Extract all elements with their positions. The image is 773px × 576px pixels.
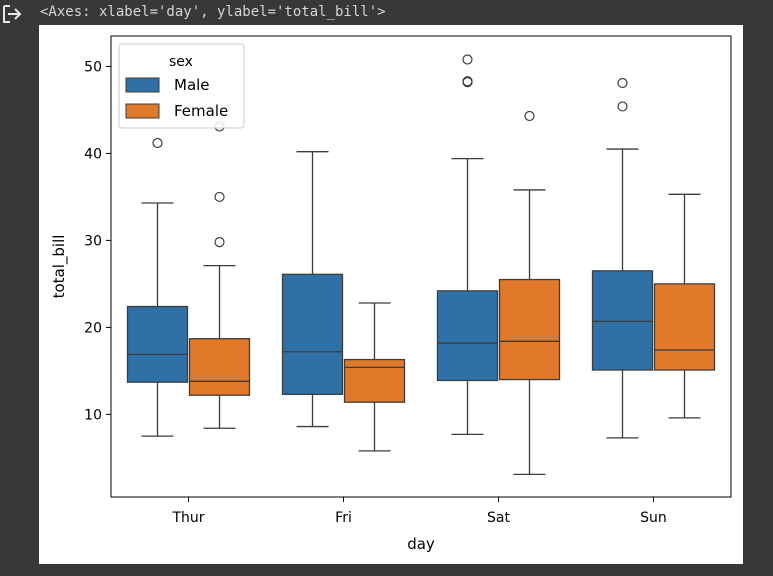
y-tick-label: 20 xyxy=(84,320,102,336)
plot-area xyxy=(126,54,716,476)
box-iqr xyxy=(126,305,189,383)
outlier-point xyxy=(214,191,225,203)
box-female-fri xyxy=(343,302,406,452)
box-iqr xyxy=(436,290,499,382)
box-female-thur xyxy=(188,121,251,429)
box-iqr xyxy=(188,338,251,396)
x-axis-label: day xyxy=(407,535,435,553)
outlier-point xyxy=(152,137,163,149)
y-tick-label: 40 xyxy=(84,146,102,162)
outlier-point xyxy=(462,54,473,65)
box-iqr xyxy=(498,278,561,381)
outlier-point xyxy=(214,237,225,248)
x-tick-label: Sat xyxy=(487,510,510,526)
boxplot-chart: 10 20 30 40 50 Thur Fri Sat Sun day total_bill sex M… xyxy=(50,35,732,553)
legend-swatch-male xyxy=(125,77,160,93)
legend-label-female: Female xyxy=(174,102,228,120)
legend-title: sex xyxy=(169,54,193,70)
legend: sex Male Female xyxy=(118,43,245,129)
box-male-sun xyxy=(591,77,654,439)
box-iqr xyxy=(281,273,344,396)
y-tick-label: 30 xyxy=(84,233,102,249)
axes-repr-text: <Axes: xlabel='day', ylabel='total_bill'… xyxy=(40,4,386,20)
x-tick-label: Sun xyxy=(640,510,667,526)
y-tick-label: 50 xyxy=(84,59,102,75)
box-female-sun xyxy=(653,193,716,419)
x-tick-label: Fri xyxy=(335,510,352,526)
x-tick-label: Thur xyxy=(171,510,204,526)
box-male-sat xyxy=(436,54,499,436)
outlier-point xyxy=(617,101,628,112)
output-arrow-icon[interactable] xyxy=(0,2,24,26)
outlier-point xyxy=(462,76,473,87)
y-tick-label: 10 xyxy=(84,407,102,423)
outlier-point xyxy=(617,77,628,89)
box-iqr xyxy=(653,283,716,371)
box-male-fri xyxy=(281,151,344,428)
legend-swatch-female xyxy=(125,103,160,119)
box-iqr xyxy=(591,270,654,371)
chart-figure: 10 20 30 40 50 Thur Fri Sat Sun day total_bill sex M… xyxy=(39,25,743,564)
box-iqr xyxy=(343,358,406,403)
outlier-point xyxy=(524,110,535,122)
box-male-thur xyxy=(126,137,189,437)
y-axis-label: total_bill xyxy=(50,235,69,299)
legend-label-male: Male xyxy=(174,76,210,94)
axes-frame xyxy=(110,35,732,498)
box-female-sat xyxy=(498,110,561,476)
